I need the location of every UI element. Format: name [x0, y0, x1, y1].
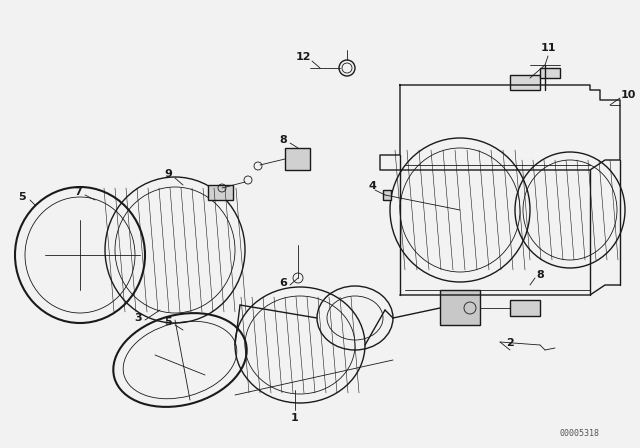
Text: 5: 5	[164, 317, 172, 327]
Text: 6: 6	[279, 278, 287, 288]
Bar	[383, 190, 391, 200]
Bar	[540, 68, 560, 78]
Text: 00005318: 00005318	[560, 429, 600, 438]
Bar	[510, 300, 540, 316]
Text: 7: 7	[74, 187, 82, 197]
Text: 3: 3	[134, 313, 142, 323]
Bar	[440, 290, 480, 325]
Text: 5: 5	[18, 192, 26, 202]
Bar	[510, 75, 540, 90]
Text: 11: 11	[540, 43, 556, 53]
Bar	[285, 148, 310, 170]
Text: 9: 9	[164, 169, 172, 179]
Text: 4: 4	[368, 181, 376, 191]
Bar	[208, 185, 233, 200]
Text: 8: 8	[279, 135, 287, 145]
Text: 12: 12	[295, 52, 311, 62]
Text: 10: 10	[620, 90, 636, 100]
Text: 8: 8	[536, 270, 544, 280]
Text: 2: 2	[506, 338, 514, 348]
Text: 1: 1	[291, 413, 299, 423]
